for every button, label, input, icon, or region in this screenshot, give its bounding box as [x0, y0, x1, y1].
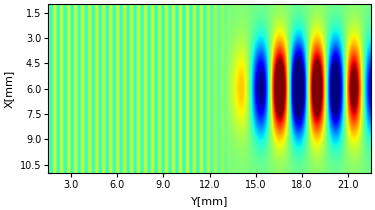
Y-axis label: X[mm]: X[mm]: [4, 70, 14, 108]
X-axis label: Y[mm]: Y[mm]: [191, 196, 228, 206]
